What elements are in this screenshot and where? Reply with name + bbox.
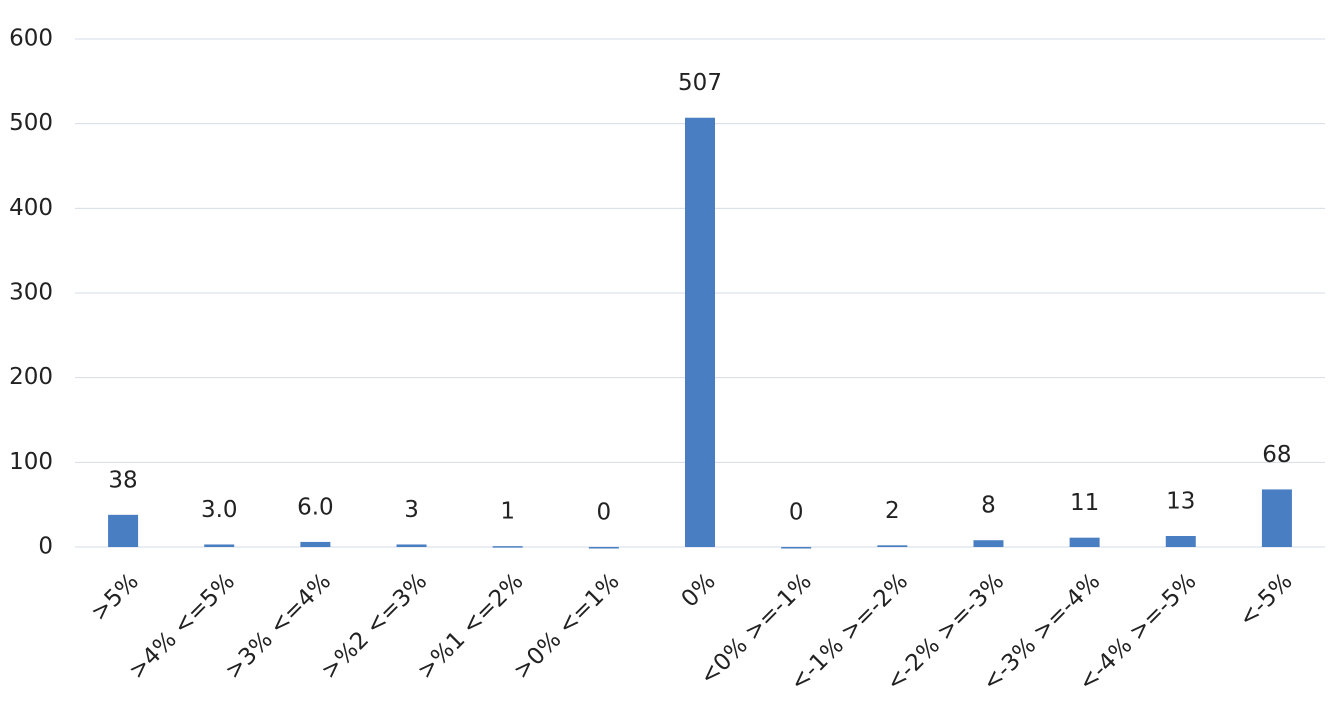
bar: [1069, 537, 1100, 547]
bar: [396, 544, 427, 547]
data-label: 3: [404, 497, 419, 523]
bar: [973, 540, 1004, 547]
bar: [492, 546, 523, 548]
data-label: 68: [1262, 442, 1291, 468]
bar: [781, 547, 812, 549]
y-tick-label: 100: [9, 449, 53, 475]
x-tick-label: <-5%: [1234, 568, 1298, 632]
bar: [685, 117, 715, 548]
data-label: 507: [678, 70, 722, 96]
y-tick-label: 300: [9, 280, 53, 306]
bar: [1261, 489, 1292, 547]
y-tick-label: 400: [9, 195, 53, 221]
data-label: 38: [108, 467, 137, 493]
bar: [877, 545, 908, 547]
data-label: 13: [1166, 488, 1195, 514]
y-tick-label: 0: [38, 534, 53, 560]
data-label: 1: [500, 499, 515, 525]
x-tick-label: 0%: [677, 568, 721, 612]
data-label: 11: [1070, 490, 1099, 516]
bar: [300, 541, 331, 547]
bar: [1165, 535, 1196, 547]
x-tick-label: >5%: [86, 568, 144, 626]
bar: [108, 514, 139, 547]
bar: [588, 547, 619, 549]
bar: [204, 544, 235, 547]
y-tick-label: 500: [9, 110, 53, 136]
y-tick-label: 200: [9, 364, 53, 390]
data-label: 6.0: [297, 494, 334, 520]
data-label: 3.0: [201, 497, 238, 523]
data-label: 0: [789, 500, 804, 526]
y-tick-label: 600: [9, 26, 53, 52]
data-label: 8: [981, 493, 996, 519]
data-label: 0: [597, 500, 612, 526]
data-label: 2: [885, 498, 900, 524]
